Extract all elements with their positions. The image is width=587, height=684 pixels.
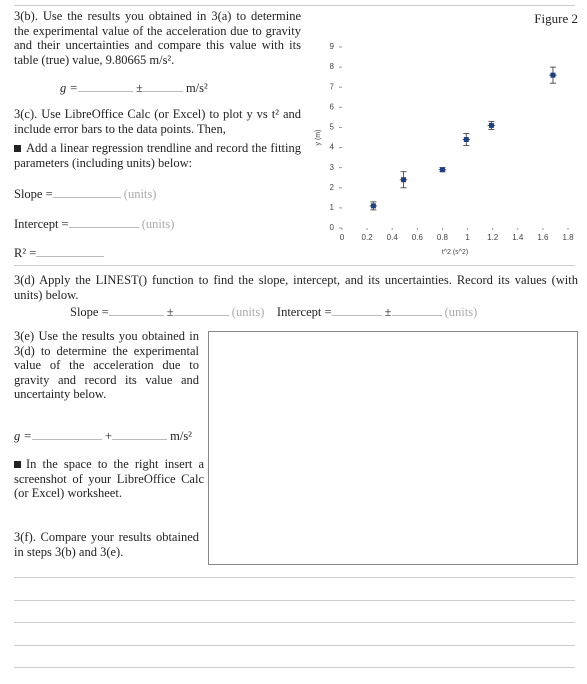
x-tick-label: 1.2	[487, 233, 499, 242]
q3e-g-line: g = + m/s²	[14, 428, 192, 444]
blank	[173, 304, 229, 316]
x-axis-label: t^2 (s^2)	[442, 249, 468, 256]
q3d-text: 3(d) Apply the LINEST() function to find…	[14, 273, 578, 302]
label: Intercept =	[276, 305, 332, 319]
answer-line	[14, 667, 575, 668]
y-tick-label: 7	[330, 82, 335, 91]
q3c-text: 3(c). Use LibreOffice Calc (or Excel) to…	[14, 107, 301, 136]
blank	[52, 186, 121, 198]
data-point	[439, 167, 445, 173]
y-tick-label: 4	[330, 143, 335, 152]
data-point	[488, 122, 494, 128]
x-tick-label: 0.2	[362, 233, 374, 242]
pm: ±	[135, 81, 143, 95]
units: (units)	[141, 217, 175, 231]
label: Slope =	[14, 187, 53, 201]
x-tick-label: 0.8	[437, 233, 449, 242]
label: g =	[60, 81, 78, 95]
q3b-text: 3(b). Use the results you obtained in 3(…	[14, 9, 301, 67]
q3b-g-line: g = ± m/s²	[60, 80, 300, 96]
chart-title: Figure 2	[534, 11, 578, 26]
pm: ±	[166, 305, 174, 319]
y-tick-label: 1	[330, 203, 335, 212]
q3e-bullet: In the space to the right insert a scree…	[14, 457, 204, 501]
x-tick-label: 0	[340, 233, 345, 242]
chart: Figure 2 0 1 2 3 4 5 6 7 8 9 0 0.2 0.4 0.6 0.8 1 1.2 1.4 1…	[315, 11, 578, 256]
units: (units)	[444, 305, 478, 319]
x-tick-label: 1.6	[537, 233, 549, 242]
bullet-text: In the space to the right insert a scree…	[14, 457, 204, 501]
section-rule	[14, 265, 575, 266]
bullet-icon	[14, 461, 21, 468]
label: Slope =	[70, 305, 109, 319]
unit: m/s²	[185, 81, 208, 95]
blank	[142, 80, 183, 92]
q3e-text: 3(e) Use the results you obtained in 3(d…	[14, 329, 199, 402]
y-tick-label: 8	[330, 62, 335, 71]
blank	[36, 245, 105, 257]
answer-line	[14, 645, 575, 646]
q3c-slope: Slope = (units)	[14, 186, 156, 202]
y-tick-label: 9	[330, 42, 335, 51]
x-tick-label: 1.8	[562, 233, 574, 242]
y-axis-label: y (m)	[315, 130, 322, 146]
data-point	[401, 177, 407, 183]
answer-line	[14, 622, 575, 623]
units: (units)	[123, 187, 157, 201]
bullet-text: Add a linear regression trendline and re…	[14, 141, 301, 170]
q3f-text: 3(f). Compare your results obtained in s…	[14, 530, 199, 559]
blank	[68, 216, 139, 228]
q3c-r2: R² =	[14, 245, 105, 261]
data-point	[550, 72, 556, 78]
blank	[77, 80, 133, 92]
blank	[112, 428, 167, 440]
screenshot-box	[208, 331, 578, 565]
x-tick-label: 0.6	[412, 233, 424, 242]
x-tick-label: 0.4	[387, 233, 399, 242]
data-point	[463, 137, 469, 143]
unit: m/s²	[170, 429, 192, 443]
label: g =	[14, 429, 32, 443]
blank	[331, 304, 382, 316]
bullet-icon	[14, 145, 21, 152]
x-tick-label: 1	[465, 233, 470, 242]
x-tick-label: 1.4	[512, 233, 524, 242]
q3c-bullet: Add a linear regression trendline and re…	[14, 141, 301, 170]
answer-line	[14, 600, 575, 601]
top-rule	[14, 5, 575, 6]
blank	[108, 304, 164, 316]
pm: ±	[384, 305, 392, 319]
y-tick-label: 5	[330, 123, 335, 132]
y-tick-label: 6	[330, 102, 335, 111]
y-tick-label: 0	[330, 223, 335, 232]
answer-line	[14, 577, 575, 578]
y-tick-label: 3	[330, 163, 335, 172]
units: (units)	[231, 305, 265, 319]
pm: +	[104, 429, 112, 443]
blank	[391, 304, 442, 316]
data-point	[370, 203, 376, 209]
label: Intercept =	[14, 217, 69, 231]
label: R² =	[14, 246, 37, 260]
blank	[31, 428, 102, 440]
q3c-intercept: Intercept = (units)	[14, 216, 174, 232]
q3d-line: Slope = ± (units) Intercept = ± (units)	[70, 304, 477, 320]
y-tick-label: 2	[330, 183, 335, 192]
